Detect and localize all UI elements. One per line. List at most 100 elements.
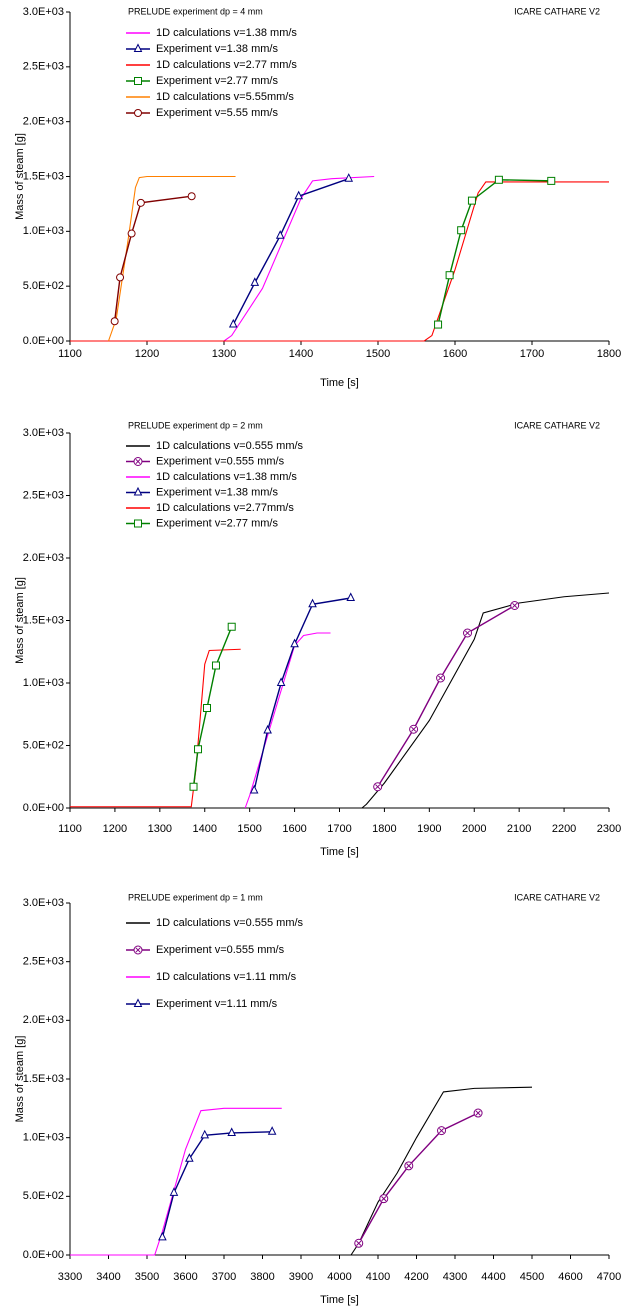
x-tick-label: 3800 bbox=[250, 1271, 274, 1283]
x-tick-label: 4600 bbox=[558, 1271, 582, 1283]
y-tick-label: 0.0E+00 bbox=[23, 335, 64, 347]
series-line bbox=[107, 175, 236, 342]
marker-cross bbox=[406, 1163, 412, 1169]
x-tick-label: 4700 bbox=[597, 1271, 621, 1283]
legend-label: 1D calculations v=1.11 mm/s bbox=[156, 971, 297, 983]
marker bbox=[185, 1153, 194, 1162]
marker-cross bbox=[464, 630, 471, 636]
x-tick-label: 4200 bbox=[404, 1271, 428, 1283]
marker bbox=[133, 43, 143, 52]
marker bbox=[169, 1187, 179, 1196]
x-tick-label: 2000 bbox=[462, 823, 486, 835]
marker bbox=[250, 277, 260, 286]
marker-cross bbox=[135, 458, 141, 465]
legend-label: 1D calculations v=1.38 mm/s bbox=[156, 471, 297, 483]
y-tick-label: 5.0E+02 bbox=[23, 280, 64, 292]
x-tick-label: 1600 bbox=[282, 823, 306, 835]
x-tick-label: 3900 bbox=[289, 1271, 313, 1283]
legend-label: Experiment v=0.555 mm/s bbox=[156, 455, 285, 467]
marker-cross bbox=[135, 947, 141, 953]
y-tick-label: 1.0E+03 bbox=[23, 677, 64, 689]
x-axis-label: Time [s] bbox=[320, 377, 359, 389]
marker bbox=[344, 173, 354, 182]
marker-cross bbox=[475, 1110, 481, 1116]
marker bbox=[404, 1161, 414, 1171]
marker bbox=[133, 486, 143, 496]
y-tick-label: 2.0E+03 bbox=[23, 1014, 64, 1026]
y-tick-label: 2.0E+03 bbox=[23, 552, 64, 564]
marker bbox=[354, 1238, 364, 1248]
series-line bbox=[437, 179, 552, 325]
chart: PRELUDE experiment dp = 4 mm ICARE CATHAR… bbox=[14, 6, 621, 389]
marker bbox=[467, 196, 476, 205]
marker bbox=[133, 457, 143, 466]
y-tick-label: 1.0E+03 bbox=[23, 1132, 64, 1144]
y-axis-label: Mass of steam [g] bbox=[14, 133, 26, 220]
legend-label: Experiment v=0.555 mm/s bbox=[156, 944, 285, 956]
y-tick-label: 5.0E+02 bbox=[23, 739, 64, 751]
x-tick-label: 4000 bbox=[327, 1271, 351, 1283]
series-line bbox=[232, 178, 349, 325]
series-line bbox=[350, 1086, 533, 1256]
y-tick-label: 0.0E+00 bbox=[23, 1249, 64, 1261]
marker bbox=[436, 673, 446, 683]
y-tick-label: 1.0E+03 bbox=[23, 225, 64, 237]
series-line bbox=[161, 1131, 273, 1238]
series-line bbox=[70, 592, 610, 809]
marker bbox=[110, 317, 119, 326]
x-tick-label: 1700 bbox=[327, 823, 351, 835]
marker bbox=[134, 109, 142, 117]
legend-label: 1D calculations v=2.77mm/s bbox=[156, 502, 294, 514]
y-tick-label: 2.0E+03 bbox=[23, 116, 64, 128]
legend-label: Experiment v=1.11 mm/s bbox=[156, 998, 278, 1010]
series-line bbox=[70, 1107, 282, 1256]
marker bbox=[133, 998, 143, 1007]
x-tick-label: 1800 bbox=[597, 348, 621, 360]
x-tick-label: 1100 bbox=[58, 348, 82, 360]
marker bbox=[473, 1108, 483, 1118]
marker bbox=[457, 226, 466, 235]
marker bbox=[263, 724, 272, 734]
x-tick-label: 1700 bbox=[520, 348, 544, 360]
legend-label: 1D calculations v=2.77 mm/s bbox=[156, 59, 297, 71]
marker bbox=[463, 628, 473, 638]
x-tick-label: 3400 bbox=[96, 1271, 120, 1283]
x-tick-label: 4500 bbox=[520, 1271, 544, 1283]
x-tick-label: 1300 bbox=[212, 348, 236, 360]
x-tick-label: 1200 bbox=[135, 348, 159, 360]
y-tick-label: 5.0E+02 bbox=[23, 1190, 64, 1202]
marker bbox=[127, 229, 136, 238]
x-axis-label: Time [s] bbox=[320, 846, 359, 858]
y-axis-label: Mass of steam [g] bbox=[14, 1036, 26, 1123]
marker bbox=[494, 175, 503, 184]
marker bbox=[116, 273, 125, 282]
x-tick-label: 3300 bbox=[58, 1271, 82, 1283]
marker bbox=[134, 519, 142, 528]
x-tick-label: 2200 bbox=[552, 823, 576, 835]
y-tick-label: 1.5E+03 bbox=[23, 1073, 64, 1085]
marker bbox=[346, 592, 356, 601]
legend-label: Experiment v=1.38 mm/s bbox=[156, 43, 278, 55]
marker bbox=[510, 601, 520, 610]
chart: PRELUDE experiment dp = 1 mm ICARE CATHAR… bbox=[14, 892, 621, 1306]
marker bbox=[290, 638, 299, 648]
annotation: ICARE CATHARE V2 bbox=[514, 892, 600, 902]
marker bbox=[276, 677, 286, 686]
marker-cross bbox=[438, 1128, 445, 1134]
x-axis-label: Time [s] bbox=[320, 1294, 359, 1306]
marker-cross bbox=[411, 726, 417, 732]
y-tick-label: 3.0E+03 bbox=[23, 6, 64, 18]
marker bbox=[133, 945, 143, 955]
marker bbox=[267, 1126, 277, 1135]
marker-cross bbox=[512, 602, 518, 609]
marker bbox=[228, 318, 238, 328]
chart-title: PRELUDE experiment dp = 2 mm bbox=[128, 420, 263, 430]
x-tick-label: 2300 bbox=[597, 823, 621, 835]
y-tick-label: 2.5E+03 bbox=[23, 956, 64, 968]
x-tick-label: 3500 bbox=[135, 1271, 159, 1283]
series-line bbox=[70, 181, 609, 342]
y-axis-label: Mass of steam [g] bbox=[14, 577, 26, 664]
x-tick-label: 3700 bbox=[212, 1271, 236, 1283]
legend-label: 1D calculations v=1.38 mm/s bbox=[156, 27, 297, 39]
